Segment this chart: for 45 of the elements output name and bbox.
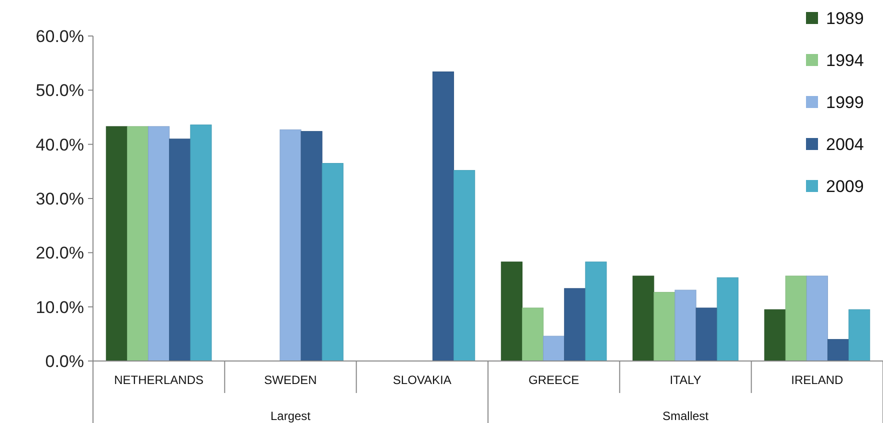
legend-label: 2009 xyxy=(826,176,864,196)
text: Largest xyxy=(270,409,312,423)
bar xyxy=(500,262,522,362)
y-tick-label: 60.0% xyxy=(36,26,84,46)
bar xyxy=(806,276,828,362)
bar xyxy=(300,131,322,362)
x-tick-label: IRELAND xyxy=(791,373,844,387)
x-tick-label: GREECE xyxy=(528,373,580,387)
bar xyxy=(827,339,850,362)
bar xyxy=(280,129,302,362)
bar xyxy=(785,276,807,362)
legend-label: 1989 xyxy=(826,8,864,28)
bar xyxy=(522,308,544,362)
bar xyxy=(654,292,676,362)
y-tick-label: 0.0% xyxy=(45,352,84,371)
text: Smallest xyxy=(662,409,710,423)
y-tick-label: 20.0% xyxy=(36,244,84,263)
y-tick-label: 40.0% xyxy=(36,135,84,154)
bar xyxy=(106,126,128,362)
bar xyxy=(716,277,738,362)
x-tick-label: NETHERLANDS xyxy=(114,373,204,387)
legend-label: 1999 xyxy=(826,92,864,112)
y-tick-label: 50.0% xyxy=(36,81,84,100)
bar xyxy=(190,124,212,362)
bar xyxy=(169,138,191,362)
bar xyxy=(696,308,718,362)
bar xyxy=(764,309,786,362)
bar xyxy=(585,262,607,362)
y-tick-label: 10.0% xyxy=(36,298,84,317)
bar xyxy=(674,290,696,362)
x-tick-label: SWEDEN xyxy=(264,373,317,387)
bar xyxy=(126,126,149,362)
bar xyxy=(148,126,170,362)
x-tick-label: ITALY xyxy=(670,373,702,387)
x-tick-label: SLOVAKIA xyxy=(392,373,452,387)
bar xyxy=(322,163,344,362)
y-tick-label: 30.0% xyxy=(36,189,84,208)
bar xyxy=(848,309,870,362)
legend-label: 1994 xyxy=(826,50,864,70)
bar xyxy=(432,72,454,362)
bar xyxy=(454,170,476,362)
bar xyxy=(543,336,565,362)
legend-label: 2004 xyxy=(826,134,864,154)
bar xyxy=(564,288,586,362)
bar xyxy=(632,276,654,362)
